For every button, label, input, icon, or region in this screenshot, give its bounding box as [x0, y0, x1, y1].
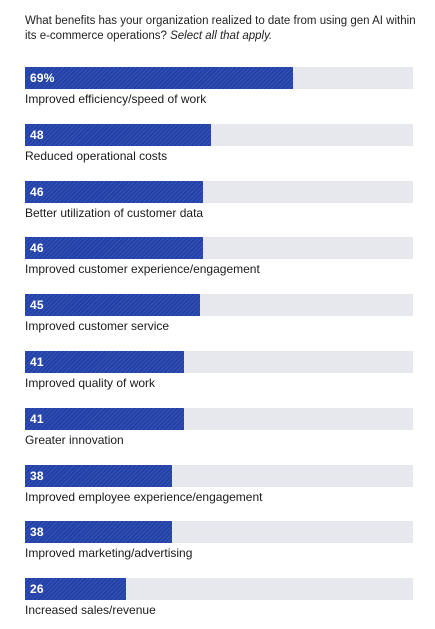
- bar: [25, 180, 204, 203]
- bar-value-label: 41: [30, 411, 44, 426]
- bar-row: 69% Improved efficiency/speed of work: [25, 67, 413, 111]
- bar: [25, 294, 200, 317]
- bar-row: 38 Improved employee experience/engagemen…: [25, 464, 413, 509]
- bar: [25, 407, 185, 430]
- bar-category-label: Improved customer experience/engagement: [25, 262, 260, 277]
- bar-row: 38 Improved marketing/advertising: [25, 521, 413, 565]
- bar-category-label: Improved quality of work: [25, 376, 156, 390]
- bar-row: 46 Better utilization of customer data: [25, 180, 413, 225]
- bar-row: 26 Increased sales/revenue: [25, 578, 413, 622]
- bar-value-label: 41: [30, 355, 44, 369]
- bar-category-label: Improved efficiency/speed of work: [25, 92, 207, 106]
- bar-track: 46: [25, 237, 413, 260]
- bar-track: 41: [25, 407, 413, 430]
- survey-question: What benefits has your organization real…: [25, 14, 420, 44]
- bar-value-label: 69%: [30, 71, 55, 85]
- bar-row: 46 Improved customer experience/engagemen…: [25, 237, 413, 281]
- bar-track: 69%: [25, 67, 413, 89]
- bar-track: 41: [25, 351, 413, 373]
- bar-value-label: 46: [30, 241, 44, 256]
- question-text: What benefits has your organization real…: [25, 15, 416, 42]
- bar-category-label: Reduced operational costs: [25, 148, 168, 163]
- bar-category-label: Increased sales/revenue: [25, 603, 156, 618]
- bar-value-label: 45: [30, 298, 44, 313]
- bar-value-label: 48: [30, 127, 44, 142]
- bar-value-label: 38: [30, 525, 44, 540]
- bar-row: 41 Greater innovation: [25, 407, 413, 452]
- bar: [25, 521, 173, 544]
- bar-track: 38: [25, 521, 413, 544]
- bar-row: 45 Improved customer service: [25, 294, 413, 338]
- bar: [25, 578, 126, 601]
- bar-row: 41 Improved quality of work: [25, 351, 413, 395]
- bar: [25, 237, 204, 260]
- bar: [25, 123, 212, 146]
- bar-track: 48: [25, 123, 413, 146]
- bar-track: 45: [25, 294, 413, 317]
- bar-value-label: 26: [30, 582, 44, 597]
- question-instruction: Select all that apply.: [170, 30, 273, 42]
- bar-row: 48 Reduced operational costs: [25, 123, 413, 168]
- bar-value-label: 46: [30, 184, 44, 199]
- bar-category-label: Improved marketing/advertising: [25, 546, 193, 561]
- bar-category-label: Improved customer service: [25, 319, 170, 334]
- bar: [25, 351, 185, 373]
- bar-category-label: Better utilization of customer data: [25, 205, 204, 220]
- bar-track: 26: [25, 578, 413, 601]
- bar-category-label: Improved employee experience/engagement: [25, 489, 263, 504]
- bar: [25, 464, 173, 487]
- bar-track: 38: [25, 464, 413, 487]
- bar-track: 46: [25, 180, 413, 203]
- bar-value-label: 38: [30, 468, 44, 483]
- bar: [25, 67, 293, 89]
- bar-category-label: Greater innovation: [25, 432, 124, 447]
